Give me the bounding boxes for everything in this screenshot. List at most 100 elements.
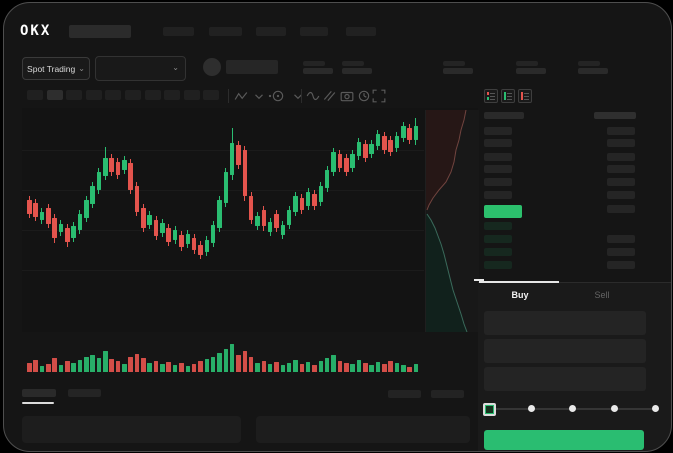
candle[interactable]	[33, 203, 38, 217]
candle[interactable]	[375, 134, 381, 146]
candle[interactable]	[382, 136, 387, 150]
candle[interactable]	[141, 208, 146, 228]
candle[interactable]	[210, 225, 216, 243]
orders-action-placeholder[interactable]	[431, 390, 464, 398]
candle[interactable]	[299, 198, 305, 210]
candle[interactable]	[312, 194, 317, 206]
slider-handle[interactable]	[483, 403, 496, 416]
book-asks-icon[interactable]	[518, 89, 532, 103]
candle[interactable]	[267, 222, 273, 232]
wave-icon[interactable]	[306, 89, 320, 103]
candle[interactable]	[407, 128, 412, 140]
candle[interactable]	[363, 144, 368, 158]
order-input-placeholder[interactable]	[484, 311, 646, 335]
candle[interactable]	[350, 154, 355, 168]
chevron-down-icon[interactable]	[252, 89, 266, 103]
timeframe-button-placeholder[interactable]	[183, 90, 200, 100]
buy-submit-button[interactable]	[484, 430, 644, 450]
candle[interactable]	[172, 230, 178, 240]
candle[interactable]	[305, 192, 311, 206]
candle[interactable]	[46, 208, 51, 224]
candle[interactable]	[204, 240, 210, 252]
indicators-circle-icon[interactable]	[271, 89, 285, 103]
candle[interactable]	[229, 143, 235, 175]
timeframe-button-placeholder[interactable]	[46, 90, 63, 100]
candlestick-chart[interactable]	[22, 108, 478, 372]
candle[interactable]	[115, 162, 121, 175]
candle[interactable]	[280, 225, 286, 235]
timeframe-button-placeholder[interactable]	[27, 90, 43, 100]
timeframe-button-placeholder[interactable]	[105, 90, 122, 100]
slider-stop[interactable]	[652, 405, 659, 412]
slider-stop[interactable]	[610, 405, 618, 412]
indicator-zigzag-icon[interactable]	[234, 89, 248, 103]
search-bar-placeholder[interactable]	[69, 25, 131, 38]
candle[interactable]	[160, 223, 165, 233]
candle[interactable]	[90, 186, 95, 204]
tab-buy[interactable]: Buy	[511, 290, 529, 300]
candle[interactable]	[388, 140, 393, 152]
candle[interactable]	[331, 152, 336, 172]
orders-tab-placeholder[interactable]	[22, 389, 56, 397]
candle[interactable]	[39, 212, 45, 220]
candle[interactable]	[369, 144, 374, 154]
timeframe-button-placeholder[interactable]	[164, 90, 181, 100]
candle[interactable]	[52, 218, 57, 238]
candle[interactable]	[65, 228, 70, 242]
layers-icon[interactable]	[322, 89, 336, 103]
book-bids-icon[interactable]	[501, 89, 515, 103]
nav-item-placeholder[interactable]	[209, 27, 242, 36]
candle[interactable]	[191, 238, 197, 250]
slider-stop[interactable]	[569, 405, 576, 412]
slider-stop[interactable]	[527, 405, 535, 412]
candle[interactable]	[84, 200, 89, 218]
nav-item-placeholder[interactable]	[346, 27, 376, 36]
candle[interactable]	[147, 215, 152, 225]
pair-select-dropdown[interactable]: ⌄	[95, 56, 186, 81]
timeframe-button-placeholder[interactable]	[144, 90, 161, 100]
trading-mode-dropdown[interactable]: Spot Trading ⌄	[22, 57, 90, 80]
candle[interactable]	[109, 158, 114, 172]
candle[interactable]	[394, 136, 400, 148]
timeframe-button-placeholder[interactable]	[66, 90, 83, 100]
candle[interactable]	[179, 235, 184, 247]
candle[interactable]	[236, 145, 241, 165]
candle[interactable]	[103, 158, 108, 176]
order-input-placeholder[interactable]	[484, 339, 646, 363]
candle[interactable]	[153, 220, 159, 236]
candle[interactable]	[248, 196, 254, 220]
candle[interactable]	[401, 126, 406, 138]
fullscreen-icon[interactable]	[372, 89, 386, 103]
timeframe-button-placeholder[interactable]	[85, 90, 102, 100]
candle[interactable]	[185, 234, 190, 244]
candle[interactable]	[223, 172, 229, 203]
orders-action-placeholder[interactable]	[388, 390, 421, 398]
book-combined-icon[interactable]	[484, 89, 498, 103]
nav-item-placeholder[interactable]	[300, 27, 328, 36]
nav-item-placeholder[interactable]	[256, 27, 286, 36]
candle[interactable]	[71, 226, 76, 238]
order-input-placeholder[interactable]	[484, 367, 646, 391]
candle[interactable]	[122, 160, 127, 170]
nav-item-placeholder[interactable]	[163, 27, 194, 36]
gear-icon[interactable]	[357, 89, 371, 103]
candle[interactable]	[128, 163, 133, 190]
candle[interactable]	[293, 196, 298, 212]
candle[interactable]	[356, 142, 362, 156]
camera-icon[interactable]	[340, 89, 354, 103]
orders-tab-placeholder[interactable]	[68, 389, 101, 397]
candle[interactable]	[318, 186, 324, 202]
candle[interactable]	[217, 200, 222, 228]
candle[interactable]	[337, 154, 343, 168]
candle[interactable]	[166, 228, 171, 242]
chevron-down-icon[interactable]	[291, 89, 305, 103]
candle[interactable]	[255, 216, 260, 226]
candle[interactable]	[77, 214, 83, 230]
candle[interactable]	[274, 214, 279, 228]
tab-sell[interactable]: Sell	[594, 290, 610, 300]
depth-chart[interactable]	[425, 109, 479, 333]
candle[interactable]	[58, 224, 64, 232]
candle[interactable]	[413, 126, 419, 140]
timeframe-button-placeholder[interactable]	[125, 90, 141, 100]
candle[interactable]	[96, 172, 102, 190]
